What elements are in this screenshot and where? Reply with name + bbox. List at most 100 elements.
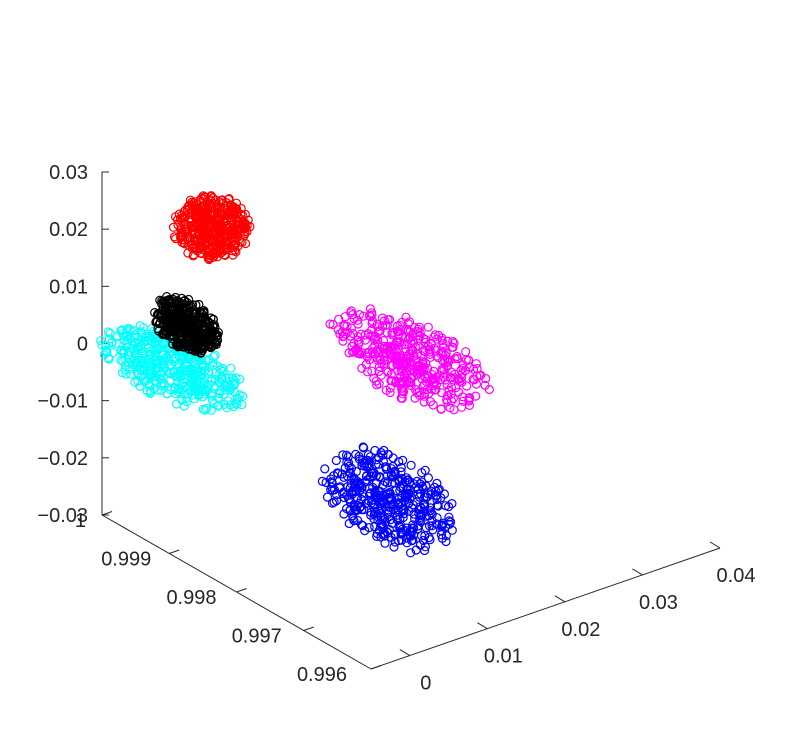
data-point [382,366,392,376]
data-point [207,388,217,398]
data-point [437,335,447,346]
data-point [366,468,377,478]
data-point [407,373,417,383]
data-point [166,361,176,371]
data-point [403,334,414,344]
x-tick [709,541,721,549]
data-point [186,200,197,210]
data-point [192,384,202,394]
data-point [208,352,219,362]
data-point [222,403,232,413]
data-point [464,393,474,403]
data-point [346,306,356,316]
data-point [177,237,187,247]
data-point [159,379,169,389]
data-point [220,232,230,242]
data-point [363,450,373,460]
data-point [394,353,404,363]
data-point [382,464,392,474]
data-point [393,474,403,484]
data-point [328,319,338,330]
data-point [193,391,204,401]
data-point [378,513,388,523]
data-point [142,386,152,396]
x-tick [632,568,643,576]
data-point [172,215,183,225]
data-point [317,476,327,486]
data-point [437,347,447,357]
data-point [418,535,429,546]
data-point [332,490,342,500]
data-point [423,363,433,374]
z-tick-label: −0.01 [37,391,88,413]
data-point [196,212,206,222]
data-point [322,492,333,502]
data-point [420,542,430,552]
data-point [327,477,337,487]
data-point [171,352,181,362]
data-point [177,395,187,405]
data-point [472,371,482,381]
data-point [334,314,344,324]
data-point [425,535,435,545]
cluster [168,191,255,265]
data-point [436,521,447,532]
data-point [377,496,387,507]
data-point [398,383,408,393]
data-point [444,355,454,365]
data-point [229,209,239,220]
data-point [237,400,247,410]
data-point [188,305,199,315]
data-point [454,387,464,397]
data-point [372,380,382,390]
data-point [97,340,107,350]
data-point [360,525,370,536]
data-point [360,335,370,345]
data-point [401,331,411,342]
data-point [433,501,443,511]
y-tick [101,511,113,516]
data-point [437,533,447,544]
data-point [378,336,389,346]
data-point [196,348,206,358]
data-point [431,346,441,356]
data-point [429,482,440,492]
data-point [149,331,159,341]
data-point [192,356,202,366]
data-point [381,489,391,499]
data-point [457,377,467,387]
data-point [362,471,372,481]
data-point [389,466,400,476]
data-point [365,489,375,499]
data-point [223,227,234,238]
data-point [183,332,193,342]
data-point [182,317,192,327]
data-point [356,494,366,504]
data-point [232,393,242,403]
data-point [348,489,358,499]
data-point [216,374,226,384]
data-point [123,323,133,333]
data-point [476,370,486,380]
data-point [430,330,440,340]
ticks: −0.03 −0.02 −0.01 0 0.01 0.02 0.03 0.996 0.997 0.… [37,162,755,695]
data-point [349,515,359,526]
data-point [105,328,115,338]
data-point [135,321,145,331]
data-point [327,482,337,492]
data-point [376,370,386,380]
data-point [444,512,454,522]
data-point [230,387,240,397]
x-axis-line [370,547,721,670]
data-point [409,351,419,361]
data-point [203,366,214,376]
data-point [208,252,219,262]
data-point [132,349,143,359]
data-point [183,339,193,349]
data-point [372,346,382,356]
data-point [158,356,168,366]
data-point [170,383,180,393]
data-point [177,385,187,395]
data-point [331,496,342,506]
data-point [325,319,335,329]
